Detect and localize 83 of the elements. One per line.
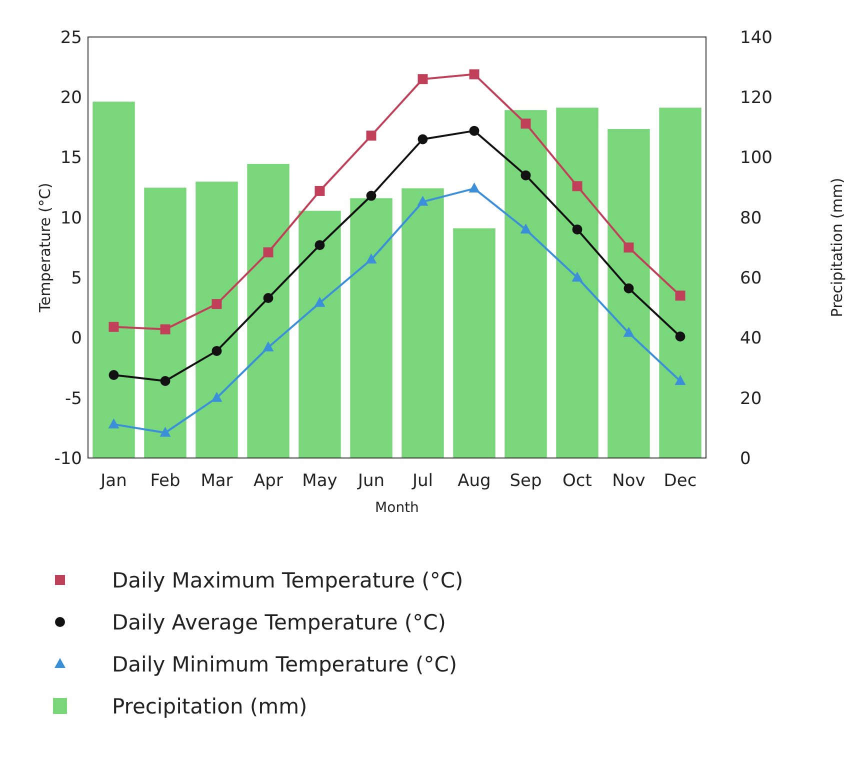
x-tick-label: Sep bbox=[510, 471, 542, 491]
bar bbox=[298, 210, 341, 458]
point bbox=[263, 293, 274, 304]
bar bbox=[556, 108, 598, 458]
point bbox=[623, 326, 634, 337]
y-tick-label: 0 bbox=[71, 328, 82, 349]
point bbox=[417, 196, 428, 206]
point bbox=[520, 170, 531, 180]
bar bbox=[350, 198, 392, 458]
y2-tick-label: 40 bbox=[740, 328, 762, 349]
bar bbox=[659, 108, 702, 458]
y2-tick-label: 20 bbox=[740, 388, 762, 409]
x-tick-label: Aug bbox=[458, 471, 491, 491]
point bbox=[366, 190, 376, 201]
point bbox=[211, 392, 222, 402]
point bbox=[366, 254, 377, 264]
point bbox=[572, 224, 582, 234]
point bbox=[212, 346, 222, 356]
point bbox=[314, 296, 326, 307]
x-tick-label: Jul bbox=[411, 471, 434, 491]
point bbox=[572, 181, 582, 192]
x-tick-label: May bbox=[302, 471, 338, 491]
bar bbox=[504, 110, 547, 458]
x-tick-label: Mar bbox=[200, 471, 233, 491]
point bbox=[469, 69, 480, 80]
point bbox=[366, 130, 376, 141]
point bbox=[520, 223, 532, 234]
bar bbox=[247, 164, 290, 458]
y2-tick-label: 0 bbox=[740, 448, 751, 469]
x-tick-label: Nov bbox=[612, 471, 646, 491]
point bbox=[108, 370, 119, 380]
y-tick-label: 20 bbox=[60, 88, 82, 108]
y-axis-title: Temperature (°C) bbox=[36, 182, 54, 314]
point bbox=[160, 324, 170, 334]
x-axis-title: Month bbox=[375, 500, 419, 516]
point bbox=[520, 118, 531, 129]
y-tick-label: -10 bbox=[54, 448, 82, 469]
x-tick-label: Dec bbox=[664, 471, 697, 491]
point bbox=[212, 299, 222, 310]
point bbox=[160, 426, 171, 437]
y2-tick-label: 60 bbox=[740, 268, 762, 289]
bar bbox=[196, 182, 238, 458]
x-tick-label: Jan bbox=[100, 471, 127, 491]
bar bbox=[92, 102, 135, 458]
bar bbox=[402, 188, 444, 458]
y2-axis-title: Precipitation (mm) bbox=[828, 178, 846, 318]
point bbox=[418, 134, 428, 144]
point bbox=[314, 240, 325, 250]
point bbox=[675, 332, 686, 342]
point bbox=[624, 283, 634, 294]
y-tick-label: -5 bbox=[65, 388, 82, 409]
x-tick-label: Apr bbox=[254, 471, 283, 491]
bar bbox=[453, 228, 496, 458]
y-tick-label: 25 bbox=[60, 28, 82, 48]
point bbox=[675, 290, 686, 301]
y2-tick-label: 120 bbox=[740, 88, 772, 108]
point bbox=[262, 341, 274, 352]
point bbox=[572, 272, 583, 282]
x-tick-label: Feb bbox=[150, 471, 180, 491]
point bbox=[160, 376, 170, 386]
bar bbox=[608, 129, 650, 458]
point bbox=[108, 418, 120, 428]
legend-label: Daily Minimum Temperature (°C) bbox=[112, 652, 458, 676]
y2-tick-label: 100 bbox=[740, 148, 772, 168]
point bbox=[314, 186, 325, 196]
point bbox=[674, 375, 686, 386]
legend-label: Daily Average Temperature (°C) bbox=[112, 610, 446, 634]
y2-tick-label: 80 bbox=[740, 208, 762, 228]
y-tick-label: 5 bbox=[71, 268, 82, 289]
point bbox=[468, 182, 480, 193]
point bbox=[108, 322, 119, 332]
point bbox=[263, 247, 274, 258]
y2-tick-label: 140 bbox=[740, 28, 772, 48]
x-tick-label: Jun bbox=[356, 471, 385, 491]
y-tick-label: 15 bbox=[60, 148, 82, 168]
point bbox=[624, 242, 634, 252]
y-tick-label: 10 bbox=[60, 208, 82, 228]
legend-label: Precipitation (mm) bbox=[112, 694, 308, 718]
legend-label: Daily Maximum Temperature (°C) bbox=[112, 568, 464, 592]
x-tick-label: Oct bbox=[562, 471, 592, 491]
point bbox=[418, 74, 428, 84]
point bbox=[469, 126, 480, 136]
bar bbox=[144, 188, 186, 458]
